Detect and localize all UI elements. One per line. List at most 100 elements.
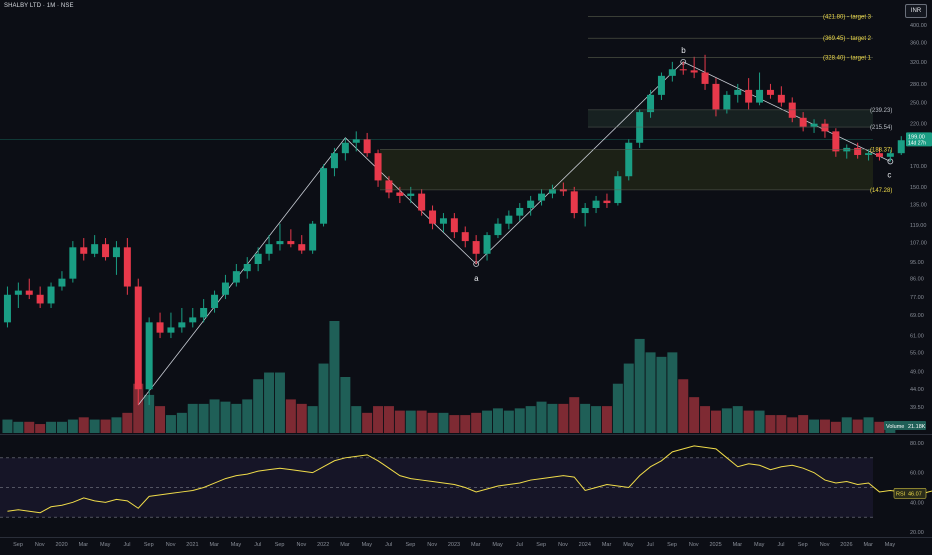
volume-bar xyxy=(253,379,264,433)
candle xyxy=(527,195,535,216)
last-price-countdown: 14d 27h xyxy=(908,140,926,146)
candle xyxy=(298,235,306,254)
candle-body xyxy=(483,235,491,254)
volume-bar xyxy=(732,406,743,433)
volume-bar xyxy=(296,403,307,433)
candle xyxy=(429,205,437,230)
candle xyxy=(418,189,426,216)
currency-button[interactable]: INR xyxy=(905,4,927,18)
time-tick-label: Sep xyxy=(275,542,285,548)
price-tick-label: 119.00 xyxy=(910,223,926,229)
candle-body xyxy=(211,294,219,308)
volume-bar xyxy=(656,356,667,433)
candle xyxy=(243,257,251,279)
price-tick-label: 280.00 xyxy=(910,82,927,88)
time-tick-label: Nov xyxy=(427,542,437,548)
candle xyxy=(221,274,229,300)
time-tick-label: 2026 xyxy=(840,542,852,548)
candle-body xyxy=(320,168,328,224)
price-tick-label: 44.00 xyxy=(910,387,924,393)
candle xyxy=(570,186,578,219)
candle-body xyxy=(701,72,709,84)
volume-bar xyxy=(460,415,471,433)
volume-bar xyxy=(383,406,394,433)
candle xyxy=(548,184,556,199)
volume-bar xyxy=(242,399,253,433)
volume-bar xyxy=(362,412,373,433)
price-tick-label: 39.50 xyxy=(910,405,924,411)
candle-body xyxy=(287,241,295,245)
candle-body xyxy=(341,142,349,154)
candle-body xyxy=(102,244,110,258)
candle-body xyxy=(647,94,655,113)
time-tick-label: Jul xyxy=(254,542,261,548)
volume-bar xyxy=(198,403,209,433)
volume-bar xyxy=(591,406,602,433)
candle xyxy=(756,72,764,106)
volume-bar xyxy=(580,403,591,433)
volume-bar xyxy=(165,415,176,433)
candle-body xyxy=(47,286,55,304)
price-tick-label: 360.00 xyxy=(910,40,927,46)
candle-body xyxy=(636,112,644,143)
candle-body xyxy=(91,244,99,254)
candle-body xyxy=(494,223,502,236)
support-zone-upper xyxy=(588,109,873,128)
candle xyxy=(854,142,862,159)
volume-bar xyxy=(612,383,623,433)
volume-bar xyxy=(340,377,351,433)
price-tick-label: 400.00 xyxy=(910,23,927,29)
candle-body xyxy=(276,241,284,245)
candle xyxy=(614,171,622,206)
candle xyxy=(636,109,644,148)
volume-badge-label: Volume xyxy=(886,424,904,430)
candle xyxy=(483,232,491,261)
candle xyxy=(777,86,785,107)
volume-bar xyxy=(689,397,700,433)
candle-body xyxy=(243,263,251,272)
level-label: (147.28) xyxy=(870,188,892,194)
volume-bar xyxy=(743,410,754,433)
candles xyxy=(3,54,905,405)
candle-body xyxy=(625,142,633,177)
volume-bar xyxy=(482,410,493,433)
candle xyxy=(69,241,77,283)
candle-body xyxy=(810,123,818,127)
wave-label-b: b xyxy=(681,46,686,55)
candle-body xyxy=(712,83,720,110)
candle-body xyxy=(363,139,371,154)
candle xyxy=(821,119,829,138)
volume-bar xyxy=(89,419,100,433)
time-tick-label: Mar xyxy=(340,542,350,548)
candle-body xyxy=(189,317,197,323)
time-tick-label: Sep xyxy=(406,542,416,548)
candle-body xyxy=(429,210,437,224)
candle xyxy=(167,312,175,339)
candle-body xyxy=(58,278,66,287)
price-tick-label: 107.00 xyxy=(910,241,927,247)
volume-bar xyxy=(754,410,765,433)
time-tick-label: Nov xyxy=(35,542,45,548)
volume-bar xyxy=(13,421,24,433)
time-tick-label: May xyxy=(754,542,765,548)
volume-bar xyxy=(307,406,318,433)
price-tick-label: 320.00 xyxy=(910,60,927,66)
volume-bar xyxy=(351,406,362,433)
volume-bar xyxy=(601,406,612,433)
price-tick-label: 220.00 xyxy=(910,122,927,128)
candle xyxy=(363,132,371,157)
candle xyxy=(701,54,709,90)
volume-bar xyxy=(798,415,809,433)
candle xyxy=(396,186,404,204)
candle-body xyxy=(374,153,382,181)
volume-bar xyxy=(67,419,78,433)
candle xyxy=(668,61,676,82)
candle xyxy=(385,176,393,199)
wave-label-c: c xyxy=(887,170,891,179)
price-tick-label: 150.00 xyxy=(910,185,927,191)
volume-bar xyxy=(492,408,503,433)
candle xyxy=(352,131,360,152)
volume-bar xyxy=(209,399,220,433)
